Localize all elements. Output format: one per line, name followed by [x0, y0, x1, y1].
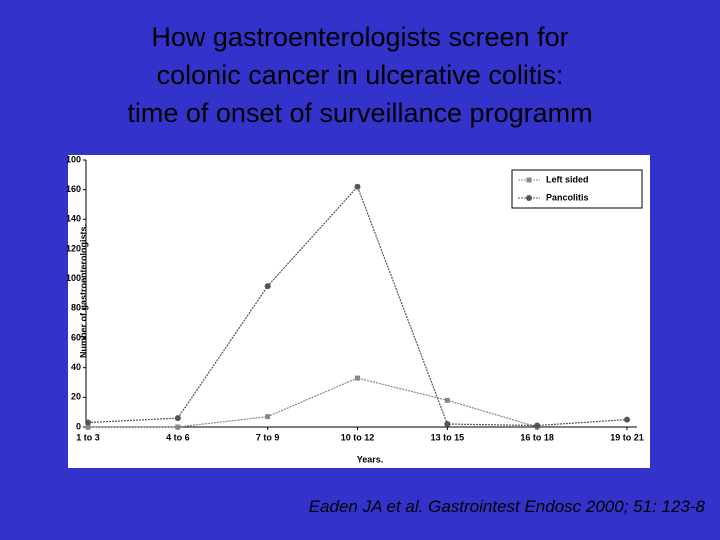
- title-line: How gastroenterologists screen for: [151, 22, 568, 52]
- data-point: [85, 419, 91, 426]
- x-tick-label: 7 to 9: [256, 432, 280, 442]
- data-point: [355, 375, 360, 381]
- y-tick-label: 20: [71, 392, 81, 402]
- data-point: [444, 421, 451, 428]
- data-point: [265, 414, 271, 420]
- y-tick-label: 100: [66, 154, 81, 164]
- y-tick-label: 100: [66, 273, 81, 283]
- data-point: [264, 283, 271, 290]
- data-point: [85, 424, 91, 430]
- y-tick-label: 60: [71, 332, 81, 342]
- x-tick-label: 10 to 12: [341, 432, 375, 442]
- legend-box: [511, 169, 643, 209]
- x-tick-label: 19 to 21: [610, 432, 644, 442]
- data-point: [624, 416, 630, 423]
- legend-label: Left sided: [546, 174, 589, 184]
- y-tick-label: 80: [71, 303, 81, 313]
- x-tick-label: 16 to 18: [520, 432, 554, 442]
- x-axis-label: Years.: [357, 454, 384, 464]
- x-tick-label: 1 to 3: [76, 432, 100, 442]
- data-point: [175, 424, 181, 430]
- data-point: [354, 183, 361, 190]
- y-tick-label: 120: [66, 243, 81, 253]
- y-axis-label: Number of gastroenterologists.: [78, 224, 88, 358]
- x-tick-label: 13 to 15: [431, 432, 465, 442]
- data-point: [174, 415, 181, 422]
- legend-label: Pancolitis: [546, 192, 589, 202]
- citation: Eaden JA et al. Gastrointest Endosc 2000…: [309, 497, 706, 516]
- legend-marker: [526, 195, 532, 201]
- y-tick-label: 0: [76, 421, 81, 431]
- legend-marker: [526, 177, 532, 183]
- title-line: time of onset of surveillance programm: [127, 98, 592, 128]
- y-tick-label: 140: [66, 214, 81, 224]
- data-point: [534, 422, 541, 429]
- series-line: [88, 377, 538, 428]
- y-tick-label: 160: [66, 184, 81, 194]
- title-line: colonic cancer in ulcerative colitis:: [157, 60, 564, 90]
- data-point: [444, 397, 450, 403]
- y-tick-label: 40: [71, 362, 81, 372]
- x-tick-label: 4 to 6: [166, 432, 190, 442]
